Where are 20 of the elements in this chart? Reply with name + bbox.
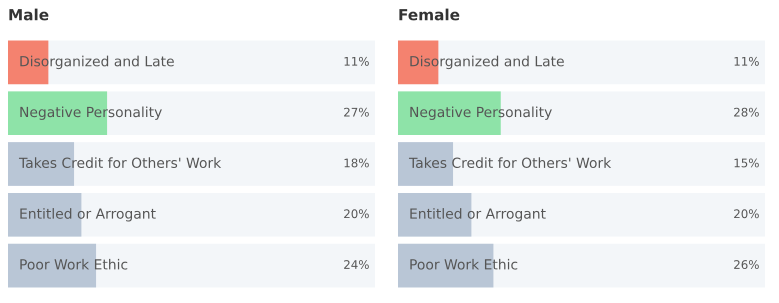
y-tick-label: Entitled or Arrogant <box>410 208 546 222</box>
chart-title: Male <box>9 8 48 20</box>
y-tick-label: Poor Work Ethic <box>20 258 128 270</box>
bar <box>8 244 96 288</box>
chart-title: Female <box>399 8 460 20</box>
y-tick-label: Takes Credit for Others' Work <box>408 157 612 168</box>
data-label: 11% <box>734 56 759 66</box>
y-tick-label: Entitled or Arrogant <box>20 208 156 222</box>
y-tick-label: Takes Credit for Others' Work <box>18 157 222 168</box>
data-label: 28% <box>734 108 759 117</box>
data-label: 11% <box>344 56 369 66</box>
data-label: 18% <box>344 158 369 168</box>
data-label: 26% <box>734 260 759 270</box>
bar <box>398 142 454 186</box>
data-label: 27% <box>344 108 369 117</box>
y-tick-label: Poor Work Ethic <box>410 258 518 270</box>
data-label: 20% <box>734 209 759 218</box>
data-label: 20% <box>344 209 369 218</box>
data-label: 15% <box>734 158 759 168</box>
data-label: 24% <box>344 260 369 270</box>
